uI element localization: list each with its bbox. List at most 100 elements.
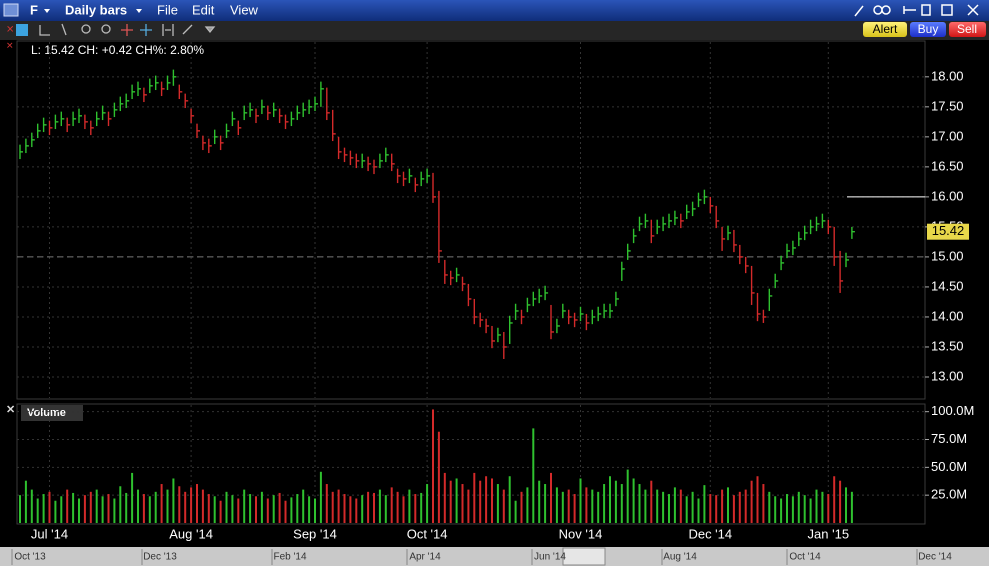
y-tick-label: 100.0M: [931, 403, 974, 418]
volume-bar: [396, 491, 399, 523]
volume-bar: [526, 487, 529, 523]
y-tick-label: 13.50: [931, 338, 964, 353]
volume-bar: [609, 476, 611, 523]
volume-bar: [384, 495, 387, 523]
volume-bar: [709, 494, 712, 523]
volume-bar: [626, 469, 629, 523]
x-tick-label: Jul '14: [31, 526, 68, 541]
navigator-label: Apr '14: [409, 552, 441, 563]
navigator-label: Jun '14: [534, 552, 566, 563]
volume-bar: [620, 484, 623, 523]
volume-bar: [296, 494, 299, 523]
sell-button[interactable]: [949, 22, 986, 37]
volume-bar: [196, 484, 198, 523]
dropdown-arrow[interactable]: [44, 9, 50, 13]
app-icon: [3, 3, 19, 17]
menu-edit[interactable]: Edit: [192, 2, 215, 17]
close-icon[interactable]: ✕: [6, 404, 15, 416]
volume-bar: [721, 489, 724, 523]
dropdown-arrow[interactable]: [136, 9, 142, 13]
menu-file[interactable]: File: [157, 2, 178, 17]
volume-bar: [302, 489, 305, 523]
volume-bar: [597, 491, 600, 523]
close-icon[interactable]: ✕: [6, 40, 14, 50]
menu-view[interactable]: View: [230, 2, 259, 17]
x-tick-label: Sep '14: [293, 526, 337, 541]
volume-bar: [573, 494, 576, 523]
volume-bar: [367, 491, 370, 523]
volume-bar: [644, 489, 647, 523]
volume-bar: [550, 472, 552, 523]
volume-bar: [42, 494, 45, 523]
symbol[interactable]: F: [30, 2, 38, 17]
navigator-thumb[interactable]: [562, 547, 606, 566]
volume-bar: [555, 487, 558, 523]
volume-bar: [437, 431, 440, 523]
last-price-label: 15.42: [932, 223, 965, 238]
volume-bar: [426, 484, 429, 523]
volume-bar: [231, 495, 234, 523]
volume-bar: [337, 489, 340, 523]
volume-bar: [343, 494, 346, 523]
volume-bar: [225, 491, 228, 523]
y-tick-label: 50.0M: [931, 459, 967, 474]
close-icon[interactable]: ✕: [6, 25, 14, 36]
volume-bar: [278, 492, 281, 523]
buy-button[interactable]: [910, 22, 946, 37]
volume-bar: [119, 486, 122, 523]
volume-bar: [727, 487, 729, 523]
tool-icon[interactable]: [16, 24, 28, 36]
alert-label[interactable]: Alert: [873, 22, 898, 36]
volume-bar: [190, 487, 193, 523]
sell-label[interactable]: Sell: [957, 22, 977, 36]
navigator-label: Feb '14: [273, 552, 306, 563]
volume-bar: [797, 491, 800, 523]
toolbar: [0, 21, 989, 40]
volume-bar: [308, 496, 311, 523]
buy-label[interactable]: Buy: [918, 22, 939, 36]
volume-bar: [579, 478, 582, 523]
volume-bar: [172, 478, 175, 523]
volume-bar: [266, 498, 269, 523]
volume-bar: [361, 495, 364, 523]
volume-bar: [685, 496, 688, 523]
window-controls[interactable]: [854, 4, 979, 17]
volume-bar: [284, 500, 287, 523]
volume-bar: [201, 489, 204, 523]
tool-icons[interactable]: [39, 23, 216, 36]
volume-bar: [839, 480, 842, 523]
period[interactable]: Daily bars: [65, 2, 127, 17]
volume-bar: [803, 495, 806, 523]
volume-bar: [60, 496, 63, 523]
volume-title: Volume: [27, 407, 66, 419]
volume-bar: [166, 489, 169, 523]
volume-bar: [72, 492, 75, 523]
volume-bar: [213, 496, 216, 523]
volume-bar: [473, 472, 476, 523]
volume-bar: [349, 496, 352, 523]
volume-bar: [691, 491, 694, 523]
volume-bar: [148, 496, 151, 523]
volume-bar: [54, 500, 57, 523]
volume-bar: [697, 498, 700, 523]
volume-bar: [544, 484, 547, 523]
volume-bar: [249, 494, 252, 523]
volume-bar: [496, 484, 499, 523]
volume-bar: [679, 489, 682, 523]
volume-bar: [750, 480, 753, 523]
x-tick-label: Dec '14: [688, 526, 732, 541]
x-tick-label: Aug '14: [169, 526, 213, 541]
navigator[interactable]: [0, 547, 989, 566]
volume-bar: [491, 478, 493, 523]
y-tick-label: 16.00: [931, 188, 964, 203]
y-tick-label: 15.00: [931, 248, 964, 263]
volume-bar: [561, 491, 564, 523]
volume-bar: [113, 498, 116, 523]
volume-bar: [390, 487, 393, 523]
volume-bar: [585, 487, 588, 523]
title-bar: [0, 0, 989, 21]
alert-button[interactable]: [863, 22, 907, 37]
last-price-box: [927, 223, 969, 240]
